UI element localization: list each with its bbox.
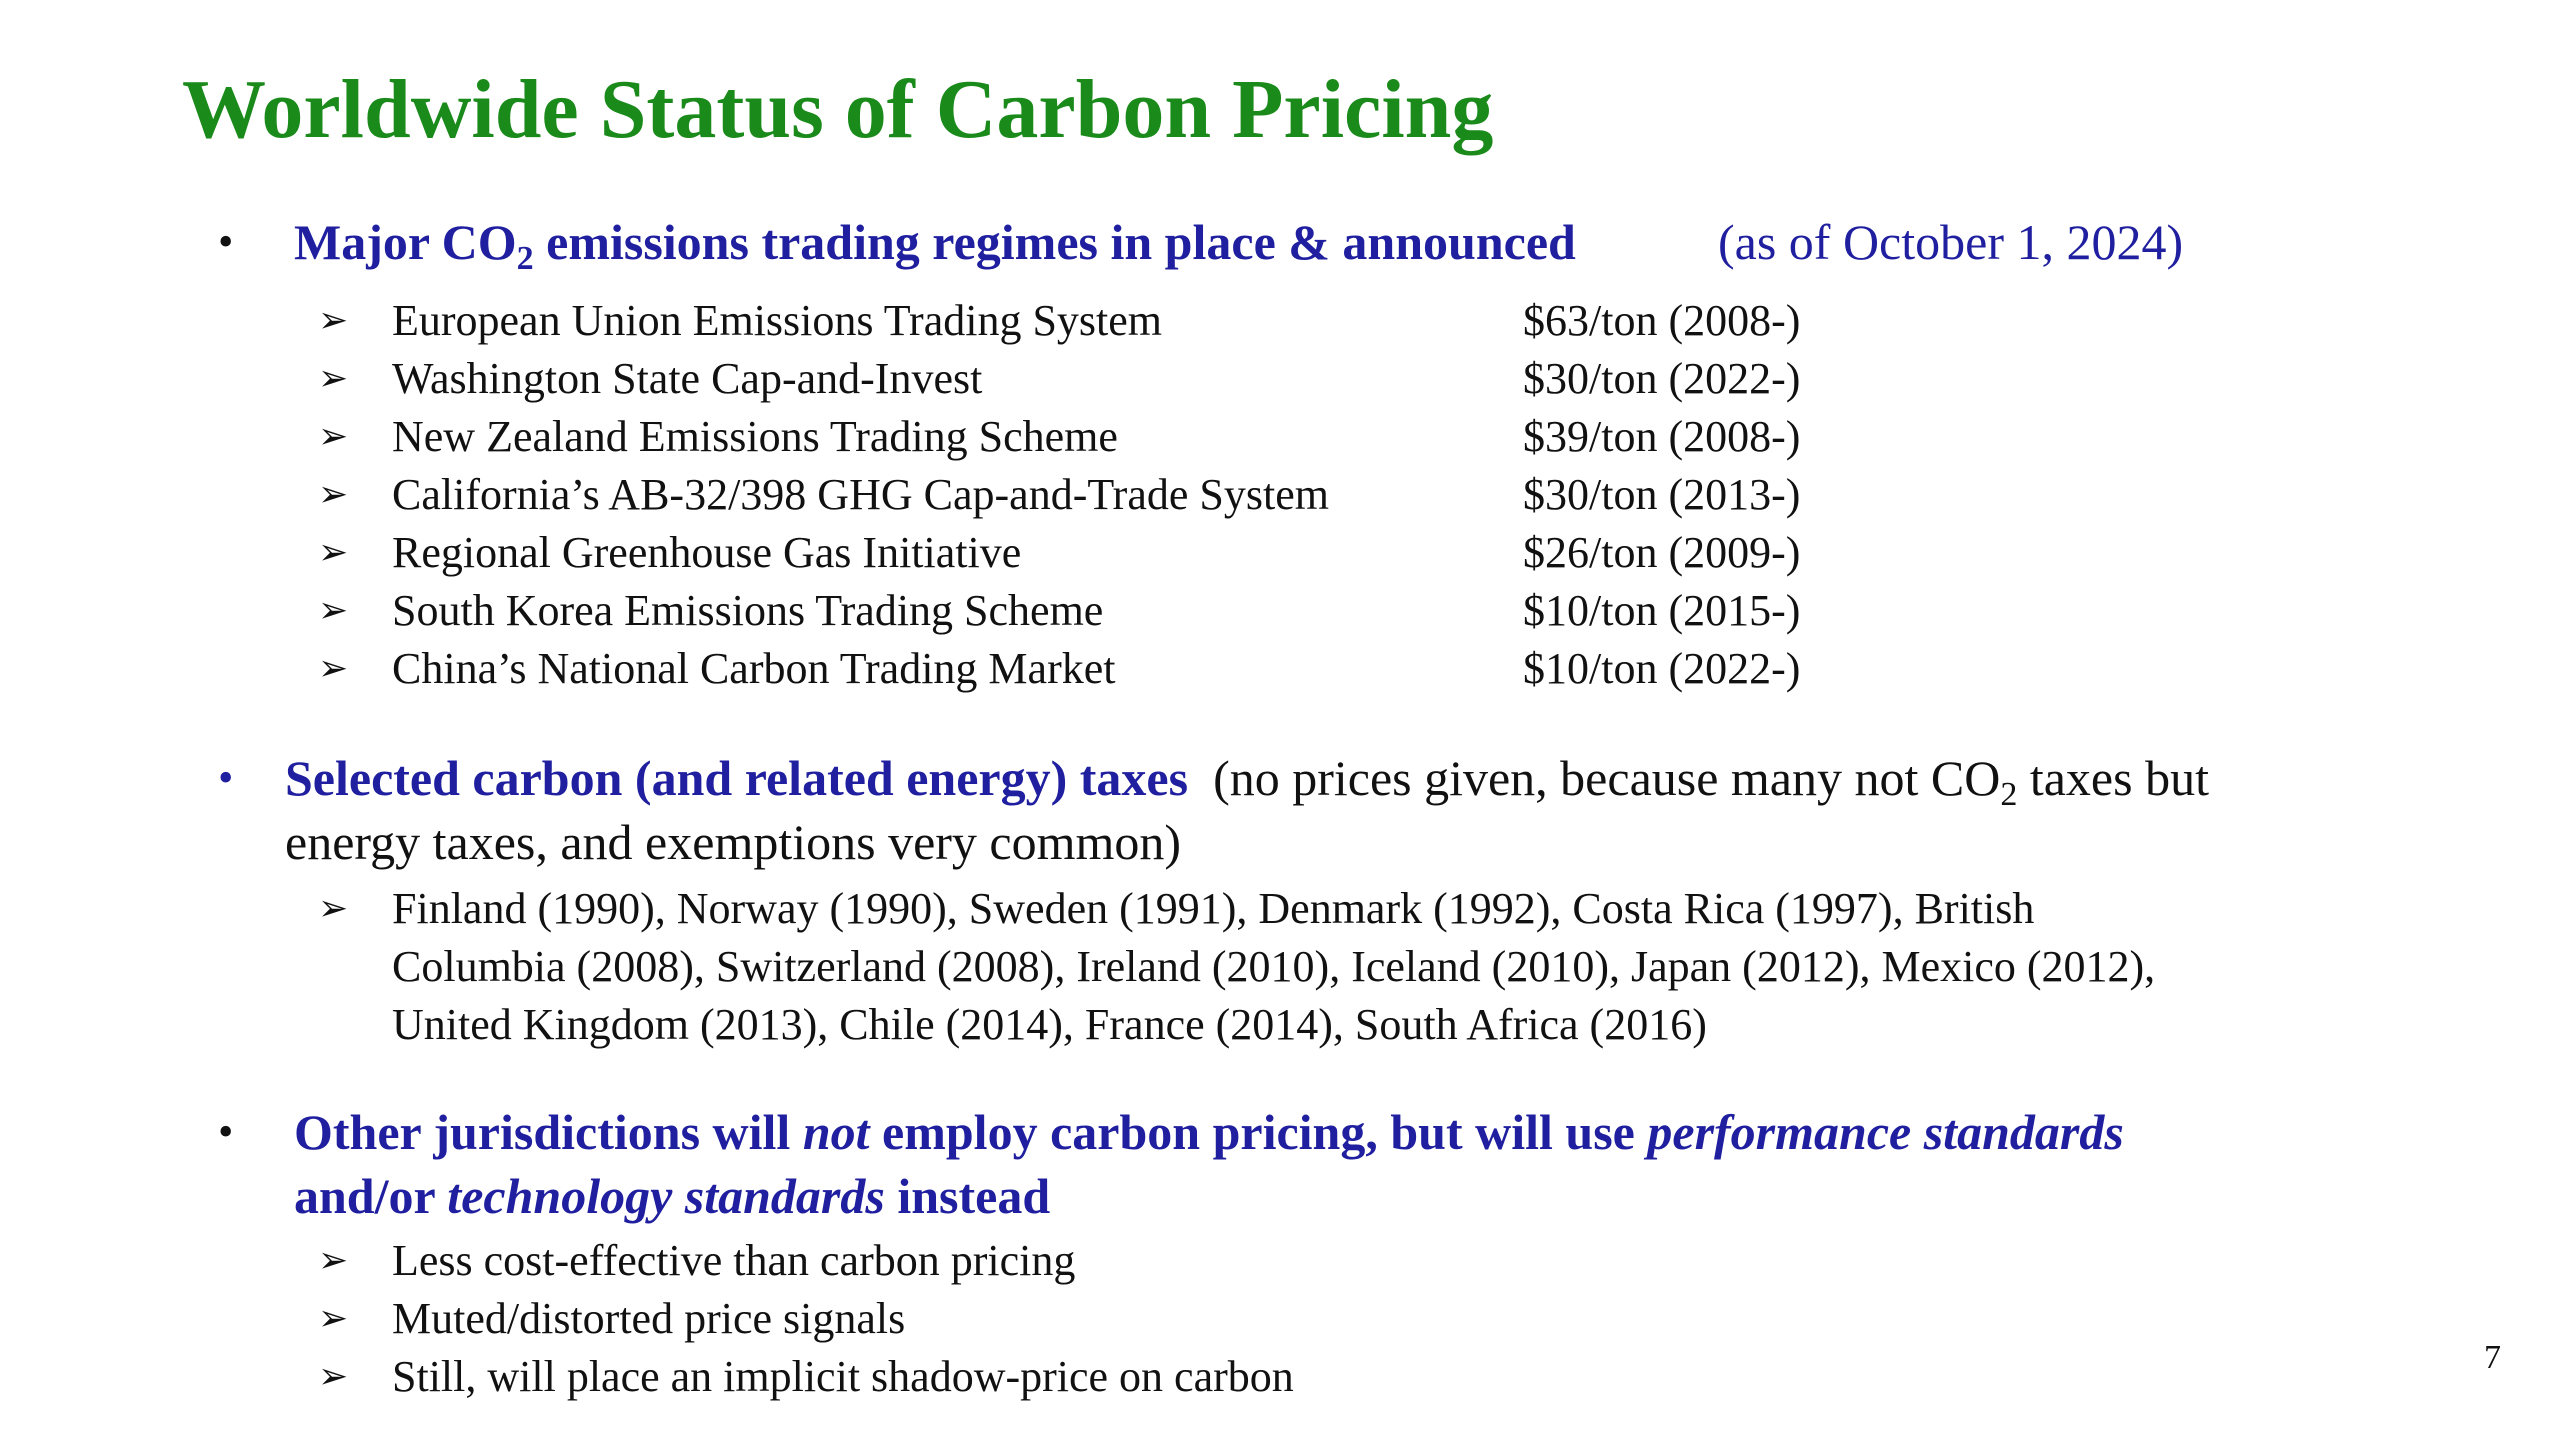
item-label: Regional Greenhouse Gas Initiative <box>392 528 1022 577</box>
item-label: South Korea Emissions Trading Scheme <box>392 586 1104 635</box>
heading-spacer <box>1188 750 1213 806</box>
heading-part: instead <box>884 1168 1051 1224</box>
item-price: $10/ton (2022-) <box>1523 644 1801 693</box>
arrow-right-icon: ➢ <box>318 532 349 573</box>
carbon-taxes-list: ➢ Finland (1990), Norway (1990), Sweden … <box>0 880 2560 1054</box>
bullet-dot-icon: • <box>218 217 234 266</box>
list-item: ➢ California’s AB-32/398 GHG Cap-and-Tra… <box>0 466 2560 524</box>
list-item: ➢ China’s National Carbon Trading Market… <box>0 640 2560 698</box>
countries-line: Finland (1990), Norway (1990), Sweden (1… <box>392 884 2035 933</box>
list-item: ➢ Regional Greenhouse Gas Initiative $26… <box>0 524 2560 582</box>
list-item: ➢ New Zealand Emissions Trading Scheme $… <box>0 408 2560 466</box>
arrow-right-icon: ➢ <box>318 358 349 399</box>
countries-line: United Kingdom (2013), Chile (2014), Fra… <box>392 1000 1707 1049</box>
section-carbon-taxes: • Selected carbon (and related energy) t… <box>0 746 2560 874</box>
heading-note-line2: energy taxes, and exemptions very common… <box>285 814 1182 870</box>
arrow-right-icon: ➢ <box>318 648 349 689</box>
list-item: ➢ Muted/distorted price signals <box>0 1290 2560 1348</box>
section-emissions-trading: • Major CO2 emissions trading regimes in… <box>0 210 2560 277</box>
heading-text: Selected carbon (and related energy) tax… <box>285 746 2209 813</box>
note-subscript: 2 <box>2000 776 2018 813</box>
arrow-right-icon: ➢ <box>318 888 349 929</box>
other-jurisdictions-list: ➢ Less cost-effective than carbon pricin… <box>0 1232 2560 1406</box>
section-heading: • Other jurisdictions will not employ ca… <box>0 1100 2560 1164</box>
item-price: $30/ton (2022-) <box>1523 354 1801 403</box>
trading-regimes-list: ➢ European Union Emissions Trading Syste… <box>0 292 2560 698</box>
item-price: $63/ton (2008-) <box>1523 296 1801 345</box>
bullet-dot-icon: • <box>218 753 234 802</box>
section-heading-line2: energy taxes, and exemptions very common… <box>0 810 2560 874</box>
item-label: Less cost-effective than carbon pricing <box>392 1236 1076 1285</box>
heading-part: emissions trading regimes in place & ann… <box>533 214 1576 270</box>
list-item: ➢ European Union Emissions Trading Syste… <box>0 292 2560 350</box>
item-label: California’s AB-32/398 GHG Cap-and-Trade… <box>392 470 1329 519</box>
item-price: $30/ton (2013-) <box>1523 470 1801 519</box>
heading-text: Other jurisdictions will not employ carb… <box>294 1100 2124 1164</box>
heading-note: (as of October 1, 2024) <box>1718 214 2184 270</box>
heading-text: and/or technology standards instead <box>294 1164 1050 1228</box>
heading-emphasis: not <box>802 1104 870 1160</box>
list-item: ➢ South Korea Emissions Trading Scheme $… <box>0 582 2560 640</box>
heading-part: Other jurisdictions will <box>294 1104 803 1160</box>
arrow-right-icon: ➢ <box>318 590 349 631</box>
item-label: New Zealand Emissions Trading Scheme <box>392 412 1118 461</box>
item-label: Still, will place an implicit shadow-pri… <box>392 1352 1294 1401</box>
arrow-right-icon: ➢ <box>318 1298 349 1339</box>
item-label: European Union Emissions Trading System <box>392 296 1163 345</box>
heading-part: and/or <box>294 1168 448 1224</box>
section-heading: • Selected carbon (and related energy) t… <box>0 746 2560 813</box>
item-label: Washington State Cap-and-Invest <box>392 354 983 403</box>
item-label: China’s National Carbon Trading Market <box>392 644 1116 693</box>
item-price: $39/ton (2008-) <box>1523 412 1801 461</box>
heading-note: taxes but <box>2017 750 2209 806</box>
heading-subscript: 2 <box>516 240 534 277</box>
item-price: $26/ton (2009-) <box>1523 528 1801 577</box>
page-title: Worldwide Status of Carbon Pricing <box>182 63 1494 156</box>
heading-emphasis: performance standards <box>1647 1104 2124 1160</box>
section-heading: • Major CO2 emissions trading regimes in… <box>0 210 2560 277</box>
section-heading-line2: and/or technology standards instead <box>0 1164 2560 1228</box>
heading-part: Major CO <box>294 214 517 270</box>
heading-emphasis: technology standards <box>447 1168 885 1224</box>
countries-line: Columbia (2008), Switzerland (2008), Ire… <box>392 942 2156 991</box>
arrow-right-icon: ➢ <box>318 300 349 341</box>
heading-text: Major CO2 emissions trading regimes in p… <box>294 210 1576 277</box>
countries-text: Finland (1990), Norway (1990), Sweden (1… <box>392 880 2392 1054</box>
bullet-dot-icon: • <box>218 1107 234 1156</box>
heading-part: employ carbon pricing, but will use <box>869 1104 1648 1160</box>
arrow-right-icon: ➢ <box>318 416 349 457</box>
list-item: ➢ Still, will place an implicit shadow-p… <box>0 1348 2560 1406</box>
arrow-right-icon: ➢ <box>318 474 349 515</box>
page-number: 7 <box>2484 1339 2501 1376</box>
section-other-jurisdictions: • Other jurisdictions will not employ ca… <box>0 1100 2560 1228</box>
list-item: ➢ Finland (1990), Norway (1990), Sweden … <box>0 880 2560 1054</box>
list-item: ➢ Washington State Cap-and-Invest $30/to… <box>0 350 2560 408</box>
arrow-right-icon: ➢ <box>318 1240 349 1281</box>
heading-note: (no prices given, because many not CO <box>1213 750 2001 806</box>
list-item: ➢ Less cost-effective than carbon pricin… <box>0 1232 2560 1290</box>
heading-bold: Selected carbon (and related energy) tax… <box>285 750 1189 806</box>
item-price: $10/ton (2015-) <box>1523 586 1801 635</box>
arrow-right-icon: ➢ <box>318 1356 349 1397</box>
item-label: Muted/distorted price signals <box>392 1294 906 1343</box>
